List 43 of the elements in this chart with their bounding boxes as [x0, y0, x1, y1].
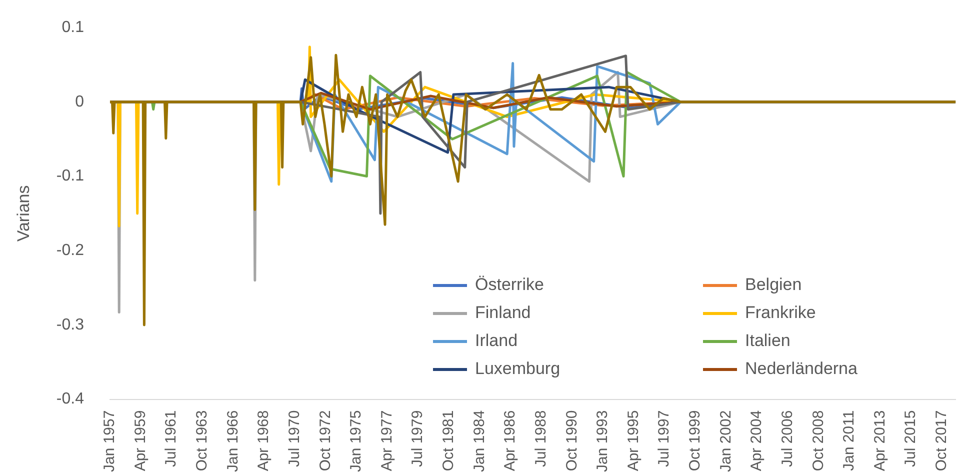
legend-label: Luxemburg: [475, 359, 560, 379]
x-tick-label: Apr 2013: [871, 410, 888, 472]
x-tick-label: Apr 1995: [624, 410, 642, 472]
x-tick-label: Apr 1977: [378, 410, 396, 472]
y-tick-label: -0.2: [56, 242, 84, 260]
x-tick-label: Jan 1984: [470, 410, 488, 472]
x-tick-label: Jan 1993: [594, 410, 612, 472]
x-tick-label: Jul 2015: [902, 410, 920, 467]
x-tick-label: Jul 1970: [286, 410, 303, 467]
y-tick-label: -0.1: [56, 168, 84, 185]
x-tick-label: Oct 2017: [933, 410, 950, 472]
legend-label: Frankrike: [745, 303, 816, 323]
x-tick-label: Oct 1981: [440, 410, 458, 472]
legend-label: Italien: [745, 331, 790, 351]
x-tick-label: Jan 2002: [717, 410, 734, 472]
x-tick-label: Jan 2011: [840, 410, 858, 471]
y-tick-label: -0.3: [56, 316, 84, 334]
x-tick-label: Apr 1959: [132, 410, 149, 472]
x-tick-label: Apr 1986: [502, 410, 519, 472]
x-tick-label: Jul 1988: [532, 410, 550, 467]
legend-label: Irland: [475, 331, 518, 351]
x-tick-label: Jul 2006: [778, 410, 796, 467]
x-tick-label: Jan 1966: [224, 410, 242, 472]
legend-label: Nederländerna: [745, 359, 858, 379]
x-tick-label: Oct 1963: [194, 410, 211, 472]
y-tick-label: 0: [75, 93, 84, 110]
legend-label: Finland: [475, 303, 531, 323]
y-tick-label: 0.1: [62, 19, 84, 36]
legend-label: Belgien: [745, 275, 802, 295]
y-tick-label: -0.4: [56, 390, 84, 408]
x-tick-label: Jul 1961: [162, 410, 180, 467]
x-tick-label: Oct 2008: [810, 410, 827, 472]
x-tick-label: Jan 1975: [348, 410, 365, 472]
x-tick-label: Jul 1979: [409, 410, 426, 467]
x-tick-label: Oct 1990: [563, 410, 580, 472]
x-tick-label: Jan 1957: [101, 410, 118, 472]
x-tick-label: Apr 2004: [748, 410, 766, 472]
x-tick-label: Apr 1968: [255, 410, 272, 472]
x-tick-label: Jul 1997: [656, 410, 673, 467]
y-axis-title: Varians: [14, 185, 33, 242]
x-tick-label: Oct 1999: [686, 410, 704, 472]
x-tick-label: Oct 1972: [316, 410, 334, 472]
legend-label: Österrike: [475, 275, 544, 295]
